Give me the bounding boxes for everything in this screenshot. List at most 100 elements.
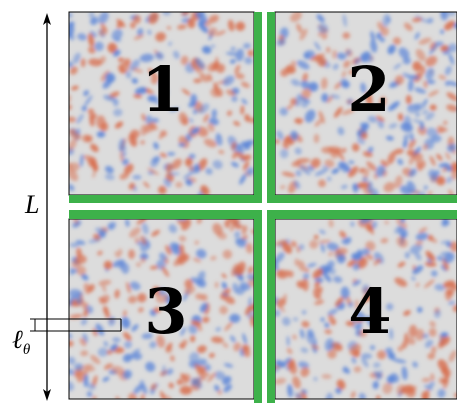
field-blob	[351, 143, 360, 152]
field-blob	[441, 367, 451, 377]
field-blob	[184, 157, 193, 167]
field-blob	[307, 262, 317, 268]
field-blob	[409, 132, 414, 142]
field-blob	[426, 389, 430, 395]
field-blob	[396, 384, 406, 396]
field-blob	[147, 167, 160, 176]
field-blob	[387, 351, 396, 360]
field-blob	[276, 38, 286, 47]
field-blob	[179, 244, 185, 254]
field-blob	[431, 346, 437, 354]
field-blob	[245, 242, 254, 254]
field-blob	[348, 166, 359, 178]
field-blob	[111, 365, 125, 376]
field-blob	[358, 329, 368, 338]
field-blob	[329, 94, 341, 99]
field-blob	[118, 138, 126, 151]
field-blob	[162, 12, 171, 16]
quadrant-4-strip-top	[267, 210, 457, 219]
field-blob	[294, 147, 302, 155]
field-blob	[365, 240, 376, 251]
field-blob	[299, 165, 311, 176]
field-blob	[287, 360, 298, 375]
field-blob	[69, 168, 79, 182]
field-blob	[215, 327, 221, 332]
field-blob	[346, 100, 353, 104]
field-blob	[431, 270, 438, 277]
field-blob	[440, 45, 449, 52]
field-blob	[317, 23, 329, 34]
field-blob	[300, 367, 310, 378]
field-blob	[421, 391, 429, 399]
field-blob	[230, 46, 236, 52]
field-blob	[299, 28, 308, 41]
field-blob	[86, 391, 93, 397]
field-blob	[98, 279, 112, 286]
field-blob	[234, 231, 241, 239]
field-blob	[444, 65, 452, 76]
field-blob	[165, 163, 173, 173]
field-blob	[113, 98, 119, 107]
field-blob	[168, 224, 177, 234]
arrowhead-down-icon	[43, 389, 51, 401]
field-blob	[384, 220, 389, 225]
field-blob	[420, 65, 426, 75]
field-blob	[155, 293, 169, 304]
field-blob	[427, 191, 433, 195]
field-blob	[443, 252, 455, 264]
field-blob	[280, 148, 289, 159]
field-blob	[429, 104, 437, 111]
quadrant-1-strip-bottom	[69, 195, 262, 203]
field-blob	[423, 80, 428, 89]
field-blob	[125, 219, 130, 227]
field-blob	[150, 157, 159, 168]
field-blob	[146, 88, 155, 95]
field-blob	[200, 185, 210, 195]
field-blob	[328, 314, 336, 326]
field-blob	[154, 100, 161, 105]
field-blob	[226, 219, 240, 225]
field-blob	[83, 308, 89, 318]
field-blob	[301, 87, 312, 101]
field-blob	[98, 12, 109, 24]
field-blob	[286, 335, 290, 347]
field-blob	[370, 31, 375, 42]
field-blob	[429, 44, 438, 55]
field-blob	[387, 151, 396, 165]
field-blob	[427, 352, 436, 360]
field-blob	[114, 289, 120, 299]
field-blob	[437, 388, 446, 398]
field-blob	[303, 50, 316, 60]
quadrant-3-label: 3	[144, 275, 187, 348]
field-blob	[192, 108, 198, 115]
field-blob	[294, 118, 304, 124]
field-blob	[178, 143, 186, 147]
field-blob	[422, 143, 429, 151]
field-blob	[352, 324, 362, 329]
field-blob	[165, 245, 172, 255]
field-blob	[297, 60, 310, 70]
field-blob	[340, 147, 347, 154]
size-label: L	[24, 190, 39, 219]
field-blob	[141, 333, 153, 340]
field-blob	[321, 374, 332, 379]
field-blob	[128, 133, 137, 147]
field-blob	[449, 163, 457, 172]
field-blob	[359, 219, 372, 224]
field-blob	[352, 280, 362, 286]
field-blob	[423, 98, 428, 106]
field-blob	[133, 94, 143, 99]
field-blob	[286, 347, 293, 355]
field-blob	[184, 279, 193, 289]
field-blob	[117, 57, 123, 62]
field-blob	[435, 175, 446, 186]
field-blob	[440, 332, 449, 338]
field-blob	[128, 249, 136, 260]
field-blob	[412, 265, 424, 275]
field-blob	[301, 320, 310, 328]
field-blob	[430, 373, 435, 382]
field-blob	[155, 32, 166, 42]
field-blob	[159, 80, 164, 88]
field-blob	[306, 333, 317, 346]
field-blob	[290, 130, 299, 141]
